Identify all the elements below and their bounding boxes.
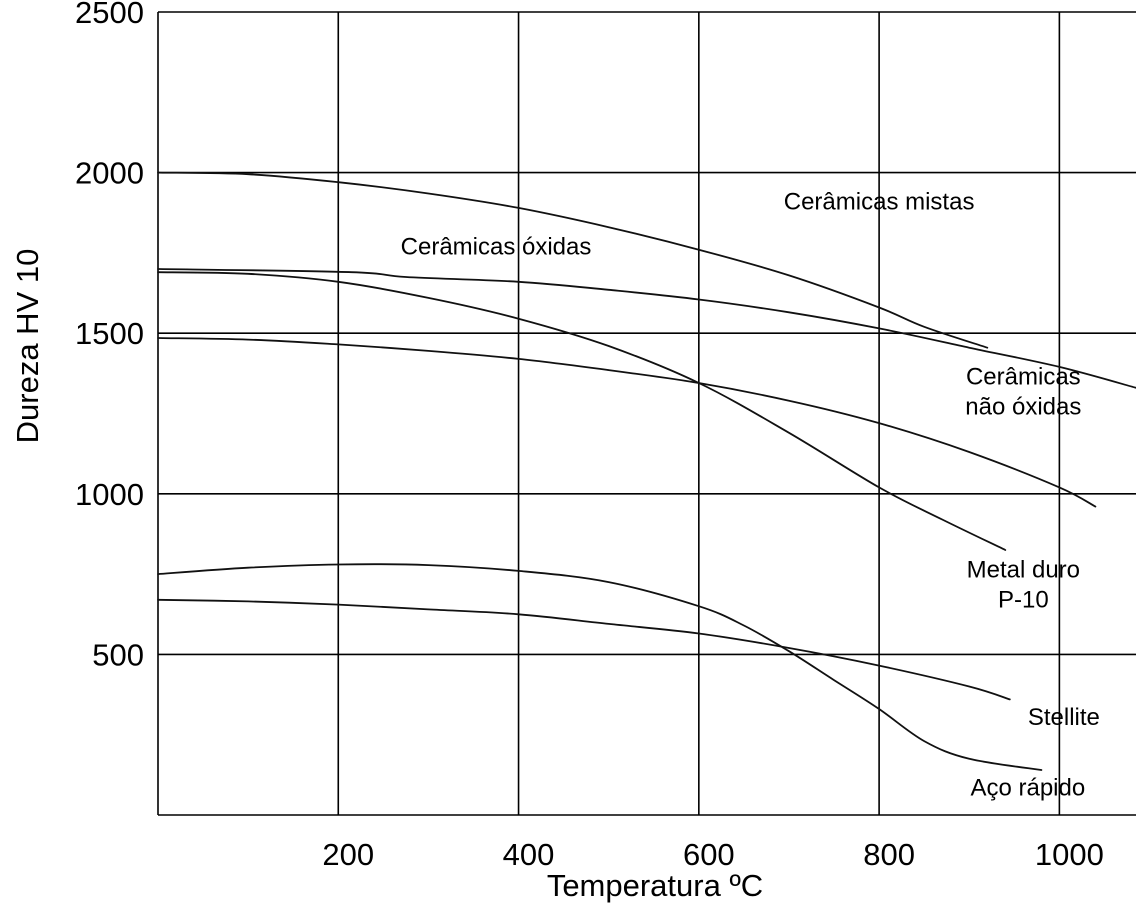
curve-label: Cerâmicas óxidas — [401, 234, 592, 261]
curve-annotations: Cerâmicas mistas Cerâmicas óxidas Cerâmica… — [401, 189, 1100, 802]
x-tick-label: 600 — [683, 837, 735, 872]
curve-label: Cerâmicas mistas — [784, 189, 975, 216]
series-line-aco-rapido — [157, 563, 1043, 771]
x-tick-label: 800 — [863, 837, 915, 872]
series-line-stellite — [157, 598, 1011, 701]
curve-label: Metal duro P-10 — [967, 556, 1080, 613]
x-tick-label: 400 — [503, 837, 555, 872]
y-tick-label: 1000 — [75, 477, 144, 512]
y-tick-label: 2000 — [75, 156, 144, 191]
series-line-metal-duro-p-10 — [157, 271, 1007, 551]
series-line-ceramicas-nao-oxidas — [157, 337, 1097, 508]
y-tick-label: 1500 — [75, 316, 144, 351]
series-line-ceramicas-oxidas — [157, 268, 1136, 389]
series-curves — [157, 171, 1136, 771]
axis-ticks: 500 1000 1500 2000 2500 200 400 600 800 1000 — [75, 0, 1104, 872]
curve-label: Cerâmicas não óxidas — [965, 364, 1081, 421]
y-axis-label: Dureza HV 10 — [10, 249, 45, 444]
x-tick-label: 200 — [322, 837, 374, 872]
x-axis-label: Temperatura ºC — [547, 868, 763, 903]
y-tick-label: 2500 — [75, 0, 144, 30]
series-line-ceramicas-mistas — [157, 171, 989, 349]
grid-lines — [157, 11, 1136, 816]
x-tick-label: 1000 — [1035, 837, 1104, 872]
curve-label: Stellite — [1028, 704, 1100, 731]
y-tick-label: 500 — [92, 637, 144, 672]
curve-label: Aço rápido — [970, 775, 1085, 802]
